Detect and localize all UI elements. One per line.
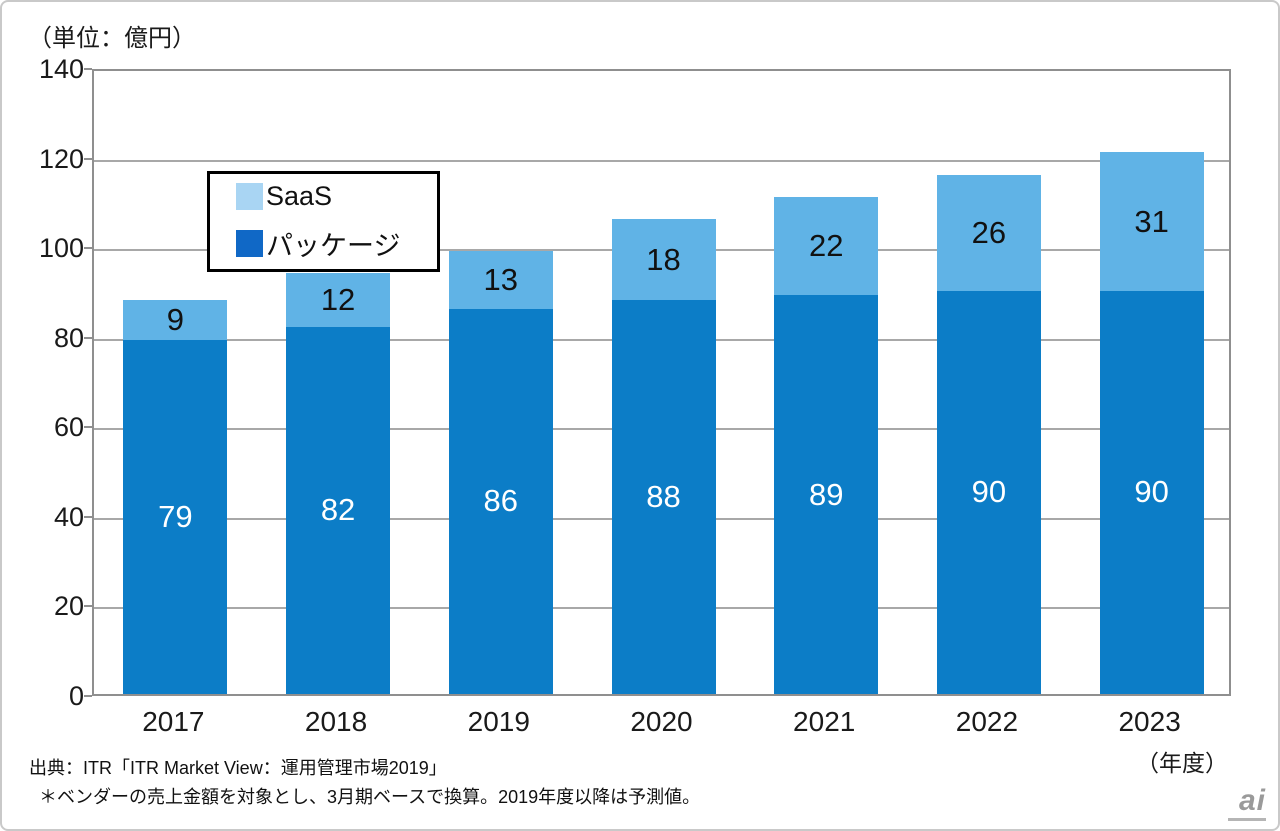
- y-tick-label: 20: [53, 591, 84, 622]
- y-axis-tick-labels: 140 120 100 80 60 40 20 0: [2, 2, 84, 829]
- gridline: [94, 159, 1229, 162]
- ai-logo-subtext-bar: [1228, 818, 1266, 821]
- x-tick-label-2020: 2020: [630, 706, 693, 737]
- chart-legend: SaaS パッケージ: [207, 171, 440, 272]
- legend-label-saas: SaaS: [266, 180, 333, 211]
- ai-logo-icon: ai: [1238, 784, 1266, 817]
- footer-notes: 出典：ITR「ITR Market View：運用管理市場2019」 ＊ベンダー…: [29, 754, 700, 812]
- x-tick-label-2021: 2021: [793, 706, 856, 737]
- bar-segment-pkg-2019: 86: [448, 308, 553, 694]
- bar-value-label: 9: [166, 302, 184, 338]
- bar-value-label: 88: [646, 478, 681, 514]
- y-tick-mark: [84, 695, 92, 697]
- y-tick-mark: [84, 336, 92, 339]
- bar-segment-saas-2018: 12: [286, 273, 391, 327]
- y-tick-label: 140: [38, 54, 84, 84]
- plot-area: 9 79 12 82 13 86 18 88 22 89 26 90 31 90 SaaS パッケージ: [92, 69, 1231, 696]
- y-tick-mark: [84, 426, 92, 429]
- bar-value-label: 13: [483, 261, 519, 297]
- bar-value-label: 31: [1134, 203, 1169, 239]
- y-tick-label: 80: [53, 322, 84, 353]
- y-tick-label: 0: [68, 681, 84, 711]
- package-legend-swatch-icon: [236, 229, 263, 257]
- x-tick-label-2018: 2018: [304, 706, 368, 737]
- x-tick-label-2023: 2023: [1118, 706, 1181, 737]
- x-tick-label-2017: 2017: [142, 706, 205, 737]
- bar-segment-saas-2020: 18: [611, 219, 716, 300]
- bar-value-label: 82: [320, 492, 356, 528]
- bar-segment-pkg-2021: 89: [774, 295, 879, 694]
- bar-segment-pkg-2018: 82: [286, 326, 391, 694]
- stacked-bar-2017: 9 79: [123, 299, 228, 694]
- bar-value-label: 18: [646, 241, 681, 277]
- y-tick-mark: [84, 157, 92, 160]
- bar-segment-saas-2023: 31: [1099, 152, 1204, 291]
- x-tick-label-2022: 2022: [955, 706, 1019, 737]
- bar-segment-pkg-2022: 90: [936, 290, 1041, 694]
- bar-value-label: 26: [971, 214, 1007, 250]
- source-text: 出典：ITR「ITR Market View：運用管理市場2019」: [29, 758, 447, 778]
- y-tick-mark: [84, 247, 92, 250]
- y-tick-label: 60: [53, 412, 84, 443]
- y-tick-mark: [84, 605, 92, 608]
- stacked-bar-2022: 26 90: [936, 174, 1041, 694]
- bar-value-label: 86: [483, 483, 519, 519]
- bar-value-label: 12: [320, 281, 356, 317]
- y-tick-label: 100: [38, 233, 84, 264]
- x-tick-label-2019: 2019: [467, 706, 530, 737]
- x-axis-unit-label: （年度）: [1136, 750, 1228, 776]
- y-tick-mark: [84, 515, 92, 518]
- publisher-watermark: ai: [1228, 786, 1266, 821]
- bar-value-label: 89: [808, 476, 844, 512]
- bar-segment-pkg-2017: 79: [123, 340, 228, 694]
- note-text: ＊ベンダーの売上金額を対象とし、3月期ベースで換算。2019年度以降は予測値。: [39, 787, 701, 807]
- y-tick-mark: [84, 68, 92, 70]
- bar-value-label: 79: [158, 499, 193, 535]
- bar-segment-saas-2017: 9: [123, 299, 228, 341]
- y-tick-label: 120: [38, 143, 84, 174]
- y-tick-label: 40: [53, 501, 84, 532]
- bar-segment-pkg-2023: 90: [1099, 290, 1204, 694]
- bar-value-label: 90: [971, 474, 1007, 510]
- bar-value-label: 22: [808, 228, 844, 264]
- legend-label-package: パッケージ: [266, 230, 401, 261]
- bar-value-label: 90: [1134, 474, 1169, 510]
- bar-segment-saas-2021: 22: [774, 196, 879, 296]
- saas-legend-swatch-icon: [236, 182, 263, 210]
- bar-segment-pkg-2020: 88: [611, 299, 716, 694]
- stacked-bar-2019: 13 86: [448, 250, 553, 694]
- stacked-bar-2023: 31 90: [1099, 152, 1204, 694]
- y-axis-unit-label: （単位：億円）: [28, 25, 196, 52]
- legend-item-saas: SaaS: [236, 181, 437, 212]
- bar-segment-saas-2022: 26: [936, 174, 1041, 291]
- bar-segment-saas-2019: 13: [448, 250, 553, 309]
- stacked-bar-2018: 12 82: [286, 273, 391, 694]
- stacked-bar-2021: 22 89: [774, 196, 879, 694]
- stacked-bar-2020: 18 88: [611, 219, 716, 694]
- legend-item-package: パッケージ: [236, 224, 437, 263]
- y-axis-tick-marks: [84, 2, 92, 829]
